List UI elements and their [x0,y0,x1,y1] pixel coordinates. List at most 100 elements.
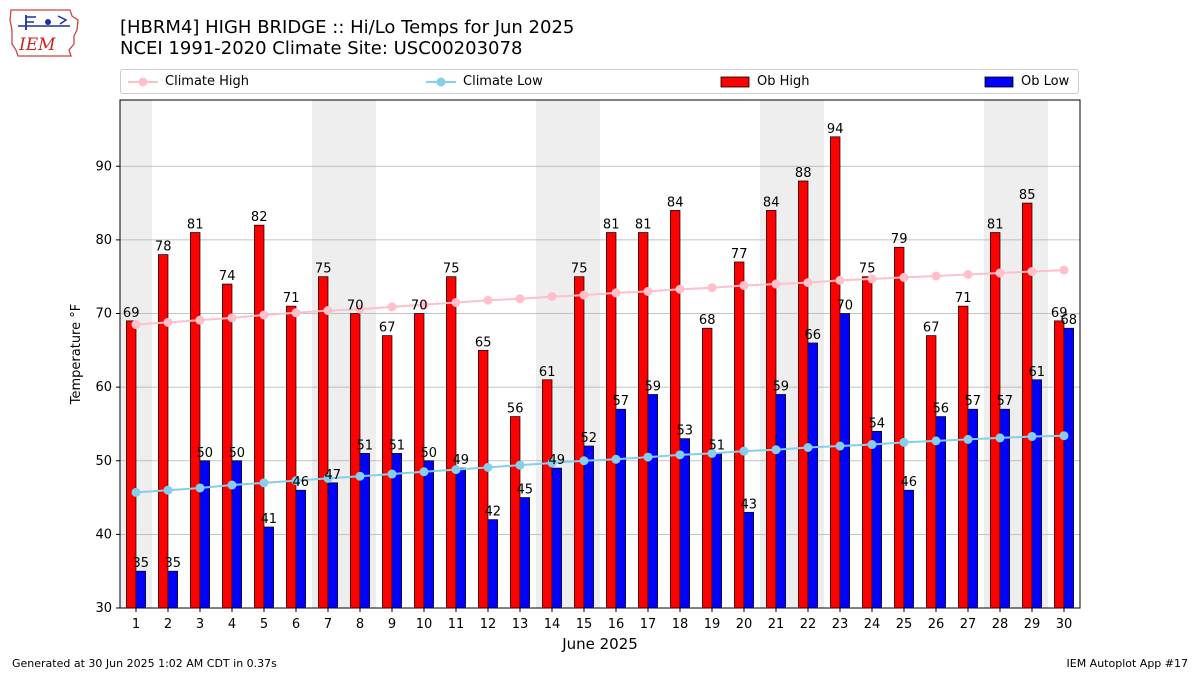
climate-high-point [227,313,237,323]
climate-high-point [899,272,909,282]
ob-high-label: 69 [1051,306,1068,321]
ob-low-bar [775,394,786,609]
ob-low-label: 45 [517,483,534,498]
ob-low-bar-swatch [984,76,1014,87]
ob-low-bar [583,445,594,609]
climate-high-point [931,271,941,281]
ob-low-bar [839,313,850,609]
climate-high-point [867,274,877,284]
climate-high-point [387,302,397,312]
ob-low-label: 50 [229,446,246,461]
climate-high-point [291,308,301,318]
climate-low-point [899,437,909,447]
ob-high-bar [254,224,265,609]
x-tick-label: 27 [960,617,977,632]
climate-low-point [419,467,429,477]
svg-text:IEM: IEM [18,35,56,55]
climate-low-point [515,460,525,470]
x-tick-label: 21 [768,617,785,632]
climate-low-point [1027,431,1037,441]
ob-low-label: 51 [389,438,406,453]
climate-low-point [931,436,941,446]
x-tick-label: 19 [704,617,721,632]
climate-low-point [835,441,845,451]
ob-high-label: 81 [635,218,652,233]
climate-low-point [739,446,749,456]
x-tick-label: 28 [992,617,1009,632]
climate-low-point [163,485,173,495]
ob-low-bar [1063,327,1074,609]
ob-high-bar [766,210,777,609]
ob-low-label: 47 [325,468,342,483]
climate-low-point [611,454,621,464]
ob-low-bar [167,570,178,609]
ob-high-bar [926,335,937,609]
x-tick-label: 4 [228,617,236,632]
x-tick-label: 30 [1056,617,1073,632]
chart-legend: Climate High Climate Low Ob High Ob Low [120,69,1079,94]
climate-low-point [707,448,717,458]
iem-logo: IEM [8,6,82,58]
x-tick-label: 16 [608,617,625,632]
footer-app: IEM Autoplot App #17 [1066,657,1189,670]
ob-high-label: 61 [539,365,556,380]
ob-high-label: 84 [667,195,684,210]
x-tick-label: 20 [736,617,753,632]
climate-high-point [643,286,653,296]
x-tick-label: 8 [356,617,364,632]
climate-low-point [227,480,237,490]
x-tick-label: 14 [544,617,561,632]
climate-low-point [355,471,365,481]
ob-high-bar [478,349,489,609]
ob-high-bar [158,254,169,609]
ob-high-label: 75 [315,262,332,277]
ob-low-bar [487,519,498,609]
ob-high-bar [702,327,713,609]
ob-low-bar [423,460,434,609]
ob-low-bar [135,570,146,609]
x-tick-label: 18 [672,617,689,632]
ob-low-bar [199,460,210,609]
climate-low-point [323,473,333,483]
ob-high-label: 68 [699,313,716,328]
ob-high-label: 70 [411,299,428,314]
ob-high-label: 79 [891,232,908,247]
ob-high-bar-swatch [720,76,750,87]
ob-high-label: 85 [1019,188,1036,203]
ob-high-bar [446,276,457,609]
climate-low-point [771,445,781,455]
ob-high-label: 84 [763,195,780,210]
ob-high-label: 81 [987,218,1004,233]
ob-high-label: 82 [251,210,268,225]
climate-low-point [195,483,205,493]
ob-high-label: 75 [443,262,460,277]
ob-high-label: 81 [187,218,204,233]
x-tick-label: 9 [388,617,396,632]
y-tick-label: 90 [95,159,112,174]
ob-high-label: 94 [827,122,844,137]
ob-low-label: 41 [261,512,278,527]
climate-high-point [1059,265,1069,275]
ob-low-label: 52 [581,431,598,446]
ob-low-label: 35 [133,556,150,571]
climate-high-point [323,306,333,316]
x-tick-label: 25 [896,617,913,632]
ob-high-bar [670,210,681,609]
climate-high-point [163,317,173,327]
y-tick-label: 70 [95,307,112,322]
legend-item-ob-low: Ob Low [983,70,1069,93]
climate-low-point [131,487,141,497]
ob-high-label: 78 [155,240,172,255]
legend-label-ob-low: Ob Low [1021,74,1070,89]
footer-generated: Generated at 30 Jun 2025 1:02 AM CDT in … [12,657,277,670]
climate-high-point [547,292,557,302]
ob-low-bar [455,467,466,609]
climate-low-point [547,458,557,468]
ob-low-bar [935,416,946,609]
climate-high-line-swatch [128,77,158,86]
climate-high-point [771,279,781,289]
legend-label-climate-high: Climate High [165,74,250,89]
climate-low-point [291,476,301,486]
plot-frame [119,99,1081,609]
climate-high-line [135,269,1065,326]
